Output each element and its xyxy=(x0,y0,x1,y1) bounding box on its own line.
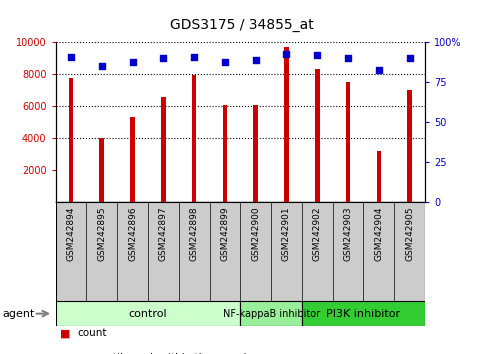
Text: ■: ■ xyxy=(60,353,71,354)
Point xyxy=(344,56,352,61)
Point xyxy=(406,56,413,61)
Text: GSM242898: GSM242898 xyxy=(190,207,199,261)
Text: GSM242900: GSM242900 xyxy=(251,207,260,261)
Bar xyxy=(240,301,302,326)
Point xyxy=(283,51,290,56)
Bar xyxy=(192,75,197,202)
Text: agent: agent xyxy=(2,309,35,319)
Text: control: control xyxy=(128,309,167,319)
Bar xyxy=(223,105,227,202)
Text: NF-kappaB inhibitor: NF-kappaB inhibitor xyxy=(223,309,320,319)
Point xyxy=(67,54,75,59)
Bar xyxy=(99,138,104,202)
Text: GSM242902: GSM242902 xyxy=(313,207,322,261)
Bar xyxy=(346,81,350,202)
Text: GSM242905: GSM242905 xyxy=(405,207,414,261)
Text: PI3K inhibitor: PI3K inhibitor xyxy=(327,309,400,319)
Bar xyxy=(407,90,412,202)
Text: GSM242894: GSM242894 xyxy=(67,207,75,261)
Point xyxy=(128,59,136,64)
Text: GSM242897: GSM242897 xyxy=(159,207,168,261)
Point xyxy=(375,67,383,73)
Point xyxy=(190,54,198,59)
Text: ■: ■ xyxy=(60,329,71,338)
Point xyxy=(313,52,321,58)
Bar xyxy=(130,118,135,202)
Text: GSM242895: GSM242895 xyxy=(97,207,106,261)
Point xyxy=(98,64,106,69)
Text: GSM242896: GSM242896 xyxy=(128,207,137,261)
Bar xyxy=(56,301,241,326)
Text: count: count xyxy=(77,329,107,338)
Bar xyxy=(315,69,320,202)
Text: GDS3175 / 34855_at: GDS3175 / 34855_at xyxy=(170,18,313,32)
Bar xyxy=(377,151,381,202)
Bar xyxy=(302,301,425,326)
Text: GSM242901: GSM242901 xyxy=(282,207,291,261)
Bar xyxy=(254,105,258,202)
Text: percentile rank within the sample: percentile rank within the sample xyxy=(77,353,253,354)
Text: GSM242903: GSM242903 xyxy=(343,207,353,261)
Point xyxy=(159,56,167,61)
Point xyxy=(252,57,259,63)
Text: GSM242899: GSM242899 xyxy=(220,207,229,261)
Point xyxy=(221,59,229,64)
Text: GSM242904: GSM242904 xyxy=(374,207,384,261)
Bar xyxy=(284,47,289,202)
Bar xyxy=(161,97,166,202)
Bar xyxy=(69,78,73,202)
